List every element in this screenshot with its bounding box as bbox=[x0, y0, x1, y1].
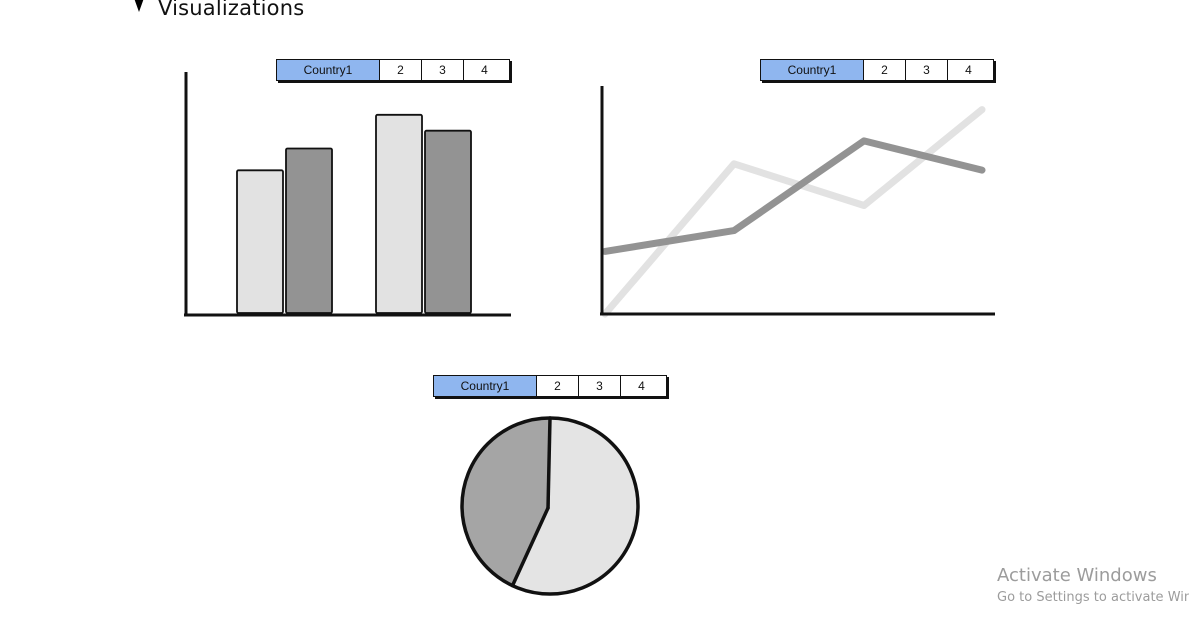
pie-tab-country1[interactable]: Country1 bbox=[434, 376, 536, 396]
bar-tab-country1[interactable]: Country1 bbox=[277, 60, 379, 80]
line-tab-3[interactable]: 3 bbox=[905, 60, 947, 80]
pie-tab-2[interactable]: 2 bbox=[536, 376, 578, 396]
bar-chart bbox=[184, 72, 511, 317]
pie-divider-2 bbox=[510, 506, 550, 588]
line-tab-2[interactable]: 2 bbox=[863, 60, 905, 80]
line-series1 bbox=[601, 106, 986, 318]
bar-series1-group2 bbox=[375, 113, 423, 314]
bar-tab-4[interactable]: 4 bbox=[463, 60, 505, 80]
line-chart-tabbar: Country1 2 3 4 bbox=[760, 59, 994, 81]
pie-chart-tabbar: Country1 2 3 4 bbox=[433, 375, 667, 397]
section-header[interactable]: Visualizations bbox=[134, 0, 304, 22]
pie-tab-3[interactable]: 3 bbox=[578, 376, 620, 396]
watermark-subtitle: Go to Settings to activate Windows. bbox=[997, 590, 1189, 605]
activate-windows-watermark: Activate Windows Go to Settings to activ… bbox=[997, 565, 1189, 607]
line-chart bbox=[600, 86, 995, 318]
line-series2 bbox=[601, 137, 986, 255]
line-tab-country1[interactable]: Country1 bbox=[761, 60, 863, 80]
pie-slice-1 bbox=[512, 418, 639, 594]
triangle-down-icon[interactable] bbox=[134, 0, 144, 12]
bar-series1-group1 bbox=[236, 169, 284, 314]
pie-tab-4[interactable]: 4 bbox=[620, 376, 662, 396]
pie-divider-1 bbox=[546, 416, 552, 510]
pie-outline bbox=[460, 416, 640, 596]
bar-series2-group1 bbox=[285, 147, 333, 314]
bar-chart-tabbar: Country1 2 3 4 bbox=[276, 59, 510, 81]
line-tab-4[interactable]: 4 bbox=[947, 60, 989, 80]
section-title: Visualizations bbox=[158, 0, 305, 20]
watermark-title: Activate Windows bbox=[997, 565, 1157, 586]
bar-series2-group2 bbox=[424, 129, 472, 314]
bar-tab-2[interactable]: 2 bbox=[379, 60, 421, 80]
pie-slice-2 bbox=[462, 418, 550, 586]
bar-tab-3[interactable]: 3 bbox=[421, 60, 463, 80]
pie-chart bbox=[460, 416, 640, 596]
